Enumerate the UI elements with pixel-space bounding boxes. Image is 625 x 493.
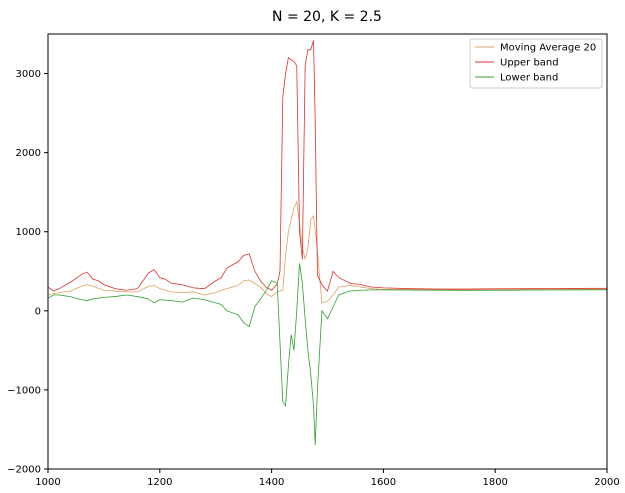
y-tick-label-3: 1000 <box>16 227 41 238</box>
legend: Moving Average 20 Upper band Lower band <box>469 38 603 89</box>
x-tick-label-5: 2000 <box>594 477 619 488</box>
x-tick-label-3: 1600 <box>371 477 396 488</box>
x-tick-label-2: 1400 <box>259 477 284 488</box>
x-tick-label-0: 1000 <box>35 477 60 488</box>
plot-frame <box>47 33 608 470</box>
y-axis: −2000 −1000 0 1000 2000 3000 <box>7 69 48 476</box>
x-axis: 1000 1200 1400 1600 1800 2000 <box>35 469 620 488</box>
x-tick-label-1: 1200 <box>147 477 172 488</box>
y-tick-label-1: −1000 <box>7 385 41 396</box>
legend-label-0: Moving Average 20 <box>500 43 596 54</box>
y-tick-label-2: 0 <box>35 306 41 317</box>
x-tick-label-4: 1800 <box>482 477 507 488</box>
y-tick-label-4: 2000 <box>16 148 41 159</box>
legend-label-1: Upper band <box>500 58 559 69</box>
y-tick-label-5: 3000 <box>16 69 41 80</box>
series-line-2 <box>48 263 607 446</box>
chart-title: N = 20, K = 2.5 <box>272 9 382 25</box>
legend-label-2: Lower band <box>500 73 558 84</box>
y-tick-label-0: −2000 <box>7 465 41 476</box>
series-line-0 <box>48 200 607 304</box>
legend-box <box>469 38 603 89</box>
series-layer <box>48 40 607 446</box>
